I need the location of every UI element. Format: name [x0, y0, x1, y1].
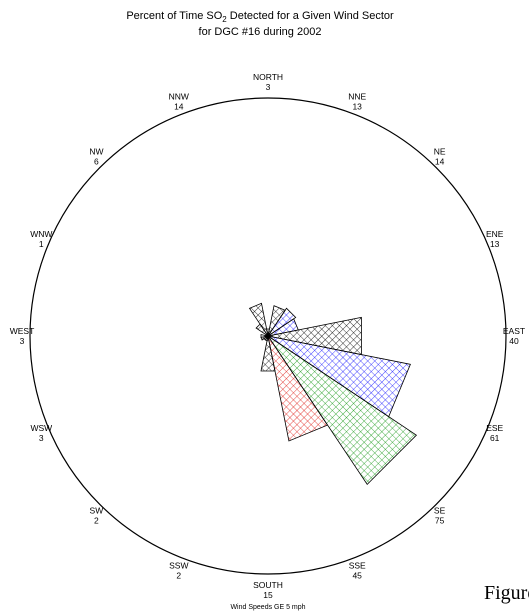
- sector-value: 1: [39, 239, 44, 249]
- title-line-2: for DGC #16 during 2002: [198, 26, 322, 39]
- sector-name: EAST: [503, 326, 525, 336]
- sector-value: 45: [352, 571, 362, 581]
- sector-name: SOUTH: [253, 580, 283, 590]
- footer-label: Wind Speeds GE 5 mph: [230, 604, 305, 611]
- sector-name: SW: [90, 506, 104, 516]
- sector-label-sw: SW2: [90, 506, 104, 526]
- figure-label: Figure: [484, 582, 529, 604]
- sector-value: 3: [266, 82, 271, 92]
- outer-circle: [29, 97, 507, 575]
- sector-name: ESE: [486, 423, 503, 433]
- sector-value: 40: [509, 336, 519, 346]
- sector-value: 2: [94, 516, 99, 526]
- title-text-rest: Detected for a Given Wind Sector: [226, 10, 394, 22]
- petal-west: [260, 334, 269, 338]
- sector-name: SE: [434, 506, 446, 516]
- sector-name: WNW: [30, 229, 52, 239]
- title-text: Percent of Time SO: [126, 10, 223, 22]
- petal-nnw: [248, 302, 269, 337]
- sector-name: WEST: [10, 326, 35, 336]
- petal-sse: [267, 335, 329, 442]
- sector-name: NNE: [348, 91, 366, 101]
- sector-value: 15: [263, 590, 273, 600]
- sector-value: 14: [435, 156, 445, 166]
- sector-petals: [248, 302, 418, 486]
- sector-name: SSW: [169, 561, 188, 571]
- sector-value: 6: [94, 156, 99, 166]
- sector-labels: NORTH3NNE13NE14ENE13EAST40ESE61SE75SSE45…: [10, 72, 525, 600]
- sector-name: SSE: [349, 561, 366, 571]
- title-subscript: 2: [222, 15, 227, 25]
- sector-value: 13: [352, 101, 362, 111]
- title-line-1: Percent of Time SO2 Detected for a Given…: [60, 10, 460, 26]
- chart-title: Percent of Time SO2 Detected for a Given…: [60, 10, 460, 39]
- sector-value: 3: [20, 336, 25, 346]
- sector-value: 75: [435, 516, 445, 526]
- sector-name: NW: [89, 146, 103, 156]
- sector-name: NNW: [169, 91, 189, 101]
- sector-name: NE: [434, 146, 446, 156]
- sector-label-nw: NW6: [89, 146, 103, 166]
- sector-value: 13: [490, 239, 500, 249]
- petal-south: [260, 335, 276, 372]
- sector-value: 2: [176, 571, 181, 581]
- sector-value: 14: [174, 101, 184, 111]
- sector-value: 3: [39, 433, 44, 443]
- sector-value: 61: [490, 433, 500, 443]
- sector-name: ENE: [486, 229, 504, 239]
- sector-name: NORTH: [253, 72, 283, 82]
- sector-name: WSW: [30, 423, 52, 433]
